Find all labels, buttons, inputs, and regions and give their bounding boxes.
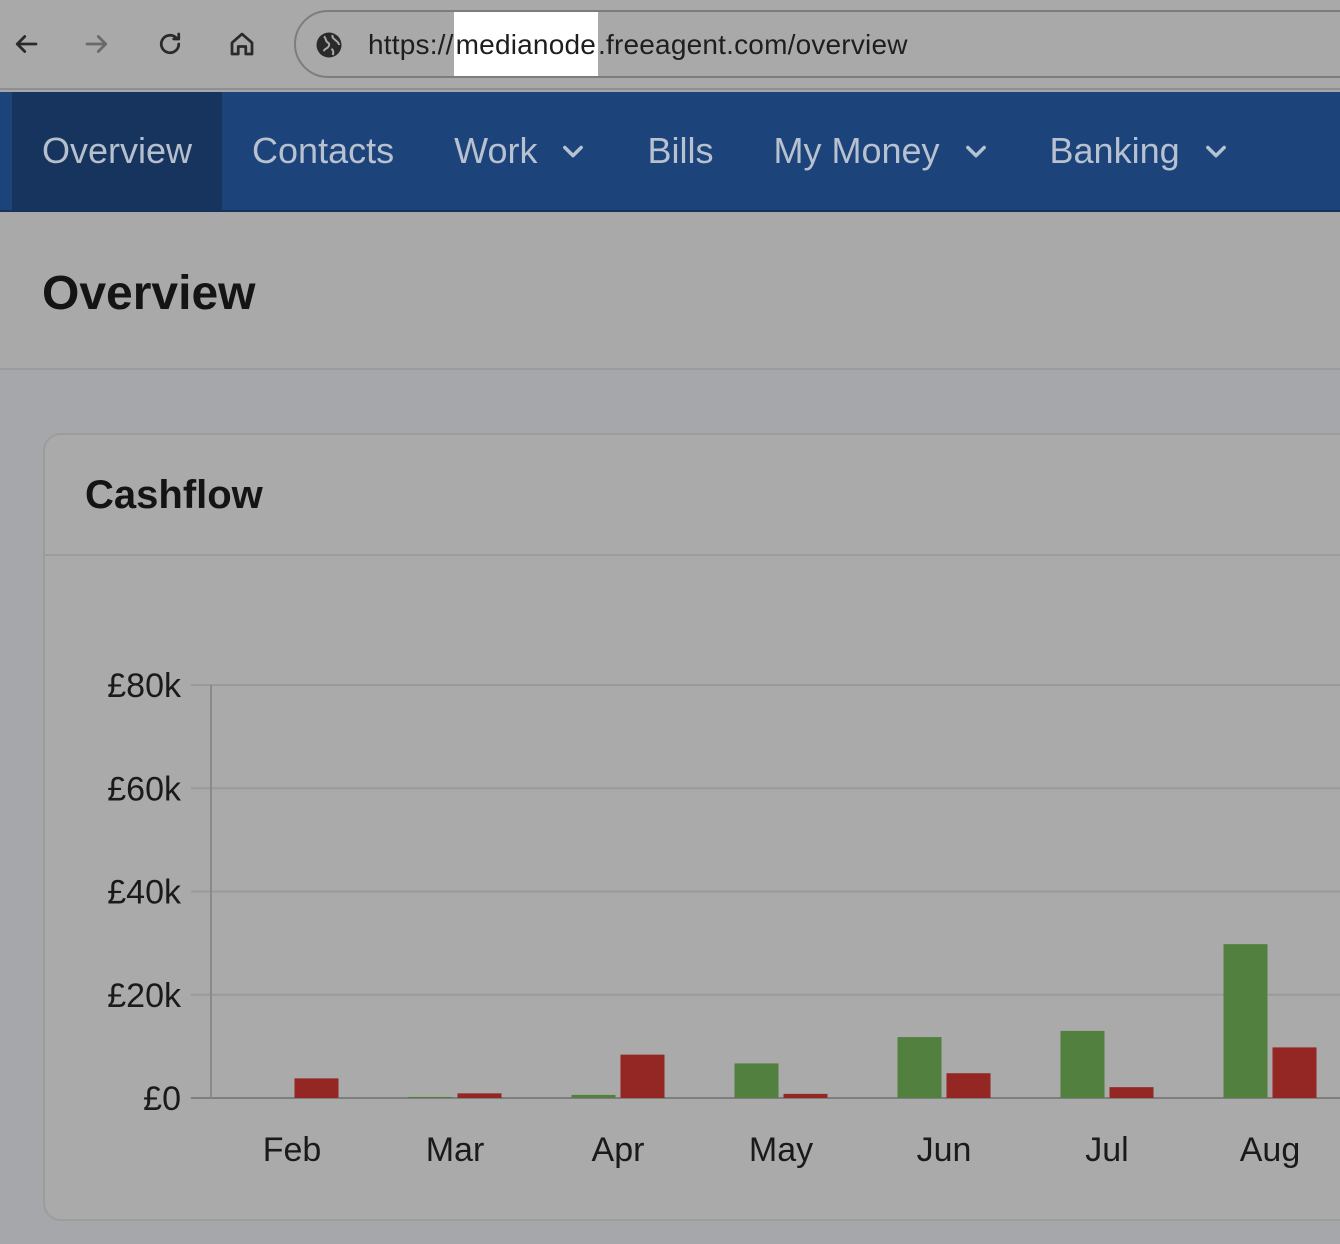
address-bar[interactable]: https://medianode.freeagent.com/overview <box>294 10 1340 78</box>
chevron-down-icon <box>563 145 584 158</box>
nav-item-label: Banking <box>1049 130 1180 171</box>
y-tick-label: £60k <box>107 770 182 808</box>
url-prefix: https:// <box>368 29 454 60</box>
main-navigation: Overview Contacts Work Bills My Money Ba… <box>0 92 1340 212</box>
x-tick-label: Apr <box>592 1131 645 1169</box>
y-tick-label: £40k <box>107 874 182 912</box>
income-bar <box>734 1063 779 1098</box>
browser-toolbar: https://medianode.freeagent.com/overview <box>0 0 1340 90</box>
nav-item-bills[interactable]: Bills <box>617 92 743 210</box>
income-bar <box>571 1094 616 1098</box>
url-text[interactable]: https://medianode.freeagent.com/overview <box>368 12 908 76</box>
expense-bar <box>1109 1087 1154 1098</box>
nav-item-label: Overview <box>42 130 193 171</box>
cashflow-chart: £0 £20k £40k £60k £80k Feb Mar Apr May Jun Jul Aug <box>107 667 1340 1169</box>
y-tick-label: £20k <box>107 977 182 1015</box>
x-tick-label: Feb <box>263 1131 322 1169</box>
x-tick-label: Aug <box>1240 1131 1301 1169</box>
forward-arrow-icon[interactable] <box>75 22 119 66</box>
income-bar <box>408 1096 453 1098</box>
url-host: medianode <box>453 12 599 76</box>
y-tick-label: £0 <box>143 1080 181 1118</box>
x-tick-label: Mar <box>426 1131 485 1169</box>
income-bar <box>897 1037 942 1098</box>
card-title: Cashflow <box>85 473 263 517</box>
nav-item-my-money[interactable]: My Money <box>743 92 1019 210</box>
back-arrow-icon[interactable] <box>4 22 48 66</box>
nav-item-label: My Money <box>773 130 940 171</box>
x-tick-label: Jul <box>1085 1131 1128 1169</box>
expense-bar <box>1272 1047 1317 1098</box>
nav-item-contacts[interactable]: Contacts <box>222 92 424 210</box>
nav-item-banking[interactable]: Banking <box>1020 92 1260 210</box>
chevron-down-icon <box>1205 145 1226 158</box>
nav-item-work[interactable]: Work <box>424 92 617 210</box>
nav-item-label: Bills <box>647 130 714 171</box>
home-icon[interactable] <box>220 22 264 66</box>
income-bar <box>1060 1030 1105 1098</box>
expense-bar <box>457 1093 502 1098</box>
expense-bar <box>946 1073 991 1098</box>
reload-icon[interactable] <box>148 22 192 66</box>
nav-item-overview[interactable]: Overview <box>12 92 223 210</box>
cashflow-card: Cashflow £0 £20k £40k £60k £80k Feb Mar Apr May J… <box>43 433 1340 1221</box>
url-path: .freeagent.com/overview <box>598 29 908 60</box>
chevron-down-icon <box>965 145 986 158</box>
expense-bar <box>783 1093 828 1098</box>
page-title: Overview <box>42 267 256 320</box>
nav-item-label: Work <box>454 130 538 171</box>
expense-bar <box>294 1078 339 1098</box>
nav-item-label: Contacts <box>252 130 395 171</box>
x-tick-label: Jun <box>917 1131 972 1169</box>
page-header: Overview <box>0 212 1340 370</box>
globe-icon[interactable] <box>314 30 344 60</box>
income-bar <box>1223 944 1268 1098</box>
y-tick-label: £80k <box>107 667 182 705</box>
expense-bar <box>620 1054 665 1098</box>
card-header: Cashflow <box>45 435 1340 556</box>
x-tick-label: May <box>749 1131 813 1169</box>
